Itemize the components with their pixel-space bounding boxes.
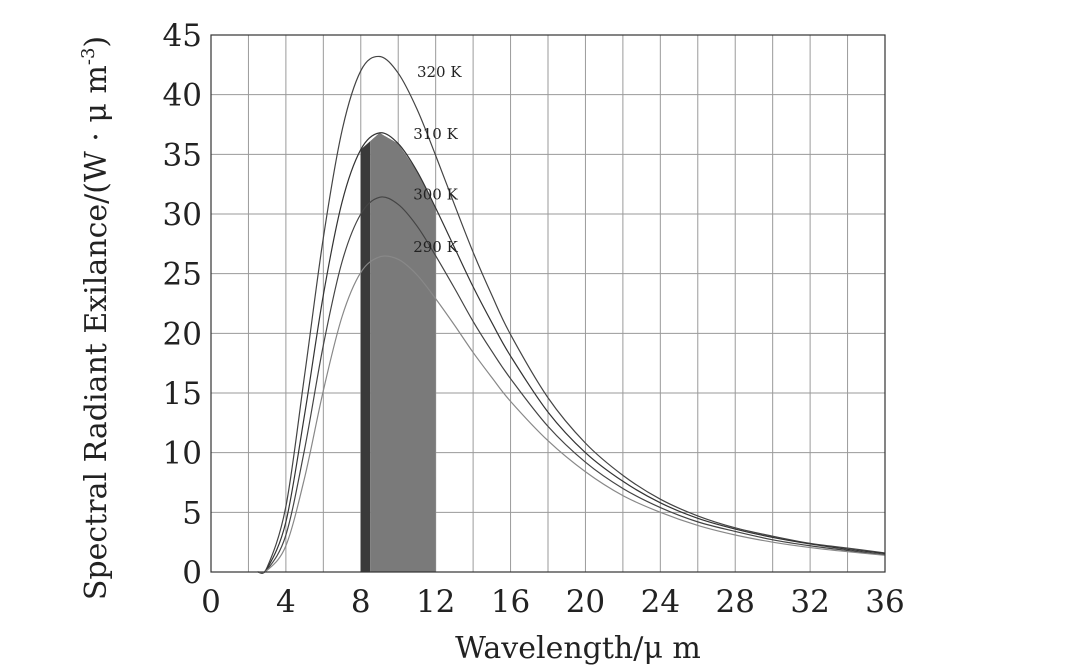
curve-label: 320 K (417, 63, 462, 81)
x-tick-label: 12 (416, 584, 455, 620)
y-tick-label: 0 (182, 555, 202, 591)
x-tick-label: 28 (715, 584, 754, 620)
series-line-320k (257, 55, 886, 575)
y-tick-label: 45 (163, 18, 202, 54)
y-axis-label-close: ) (79, 36, 114, 48)
x-tick-labels: 0 4 8 12 16 20 24 28 32 36 (201, 584, 905, 620)
x-tick-label: 8 (351, 584, 371, 620)
grid (211, 35, 885, 572)
x-tick-label: 36 (865, 584, 904, 620)
plot-frame (210, 34, 886, 573)
x-tick-label: 32 (790, 584, 829, 620)
y-tick-label: 15 (163, 376, 202, 412)
series-line-300k (257, 196, 886, 574)
curve-label: 290 K (413, 238, 458, 256)
y-tick-label: 5 (182, 495, 202, 531)
x-tick-label: 16 (491, 584, 530, 620)
x-tick-label: 20 (566, 584, 605, 620)
y-tick-label: 30 (163, 197, 202, 233)
x-tick-label: 24 (641, 584, 680, 620)
y-tick-label: 35 (163, 137, 202, 173)
y-tick-label: 20 (163, 316, 202, 352)
y-tick-label: 25 (163, 257, 202, 293)
y-axis-label-exponent: -3 (78, 48, 99, 66)
x-tick-label: 4 (276, 584, 296, 620)
series-line-290k (257, 255, 886, 574)
x-tick-label: 0 (201, 584, 221, 620)
band-shading (360, 133, 436, 572)
y-tick-labels: 0 5 10 15 20 25 30 35 40 45 (163, 18, 202, 591)
shaded-band (370, 133, 436, 572)
curve-label: 300 K (413, 186, 458, 204)
y-tick-label: 10 (163, 436, 202, 472)
shaded-band (360, 141, 371, 572)
y-axis-label-main: Spectral Radiant Exilance/(W · μ m (79, 65, 114, 600)
y-axis-label: Spectral Radiant Exilance/(W · μ m-3) (78, 36, 114, 600)
curve-label: 310 K (413, 125, 458, 143)
curves (257, 55, 886, 575)
x-axis-label: Wavelength/μ m (455, 631, 701, 666)
curve-labels: 320 K 310 K 300 K 290 K (413, 63, 462, 256)
series-line-310k (257, 132, 886, 574)
y-tick-label: 40 (163, 78, 202, 114)
